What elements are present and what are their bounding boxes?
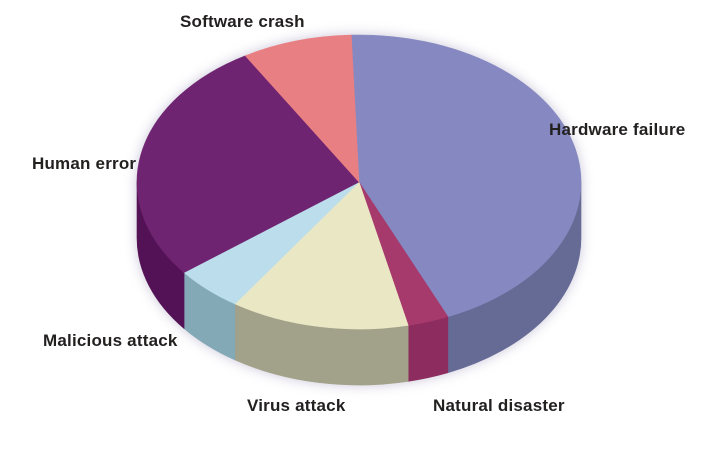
pie-slice-software-crash xyxy=(244,34,360,183)
pie-slice-virus-attack xyxy=(234,181,409,330)
label-human-error: Human error xyxy=(32,154,137,173)
label-virus-attack: Virus attack xyxy=(247,396,346,415)
label-natural-disaster: Natural disaster xyxy=(433,396,565,415)
label-malicious-attack: Malicious attack xyxy=(43,331,178,350)
pie-slice-side-natural-disaster xyxy=(407,316,449,382)
pie-slice-human-error xyxy=(136,55,360,273)
label-software-crash: Software crash xyxy=(180,12,305,31)
pie-slice-hardware-failure xyxy=(350,34,582,318)
label-hardware-failure: Hardware failure xyxy=(549,120,686,139)
